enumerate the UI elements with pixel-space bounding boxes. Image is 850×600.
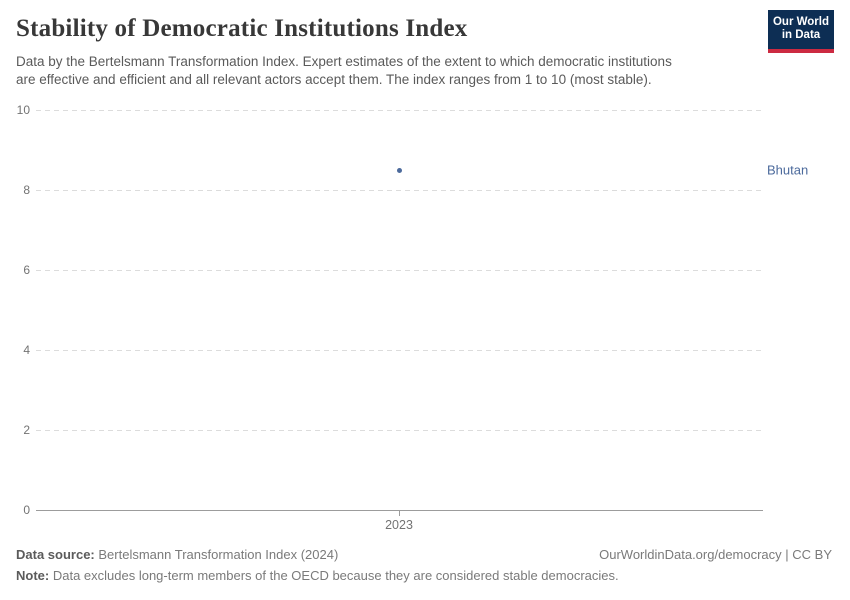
owid-logo-line-1: Our World xyxy=(772,16,829,28)
note-text: Data excludes long-term members of the O… xyxy=(52,568,619,583)
x-tick-label: 2023 xyxy=(385,518,413,532)
x-tick-mark xyxy=(399,510,400,516)
chart-footer: Data source: Bertelsmann Transformation … xyxy=(16,546,832,584)
owid-logo[interactable]: Our World in Data xyxy=(768,10,834,53)
y-gridline xyxy=(36,110,762,111)
data-source-label: Data source: xyxy=(16,547,95,562)
y-tick-label: 4 xyxy=(23,343,30,357)
page-title: Stability of Democratic Institutions Ind… xyxy=(16,15,468,42)
data-point-bhutan[interactable] xyxy=(396,167,402,173)
y-tick-label: 10 xyxy=(16,103,30,117)
footer-row-source: Data source: Bertelsmann Transformation … xyxy=(16,546,832,563)
chart-subtitle-line-2: are effective and efficient and all rele… xyxy=(16,72,652,87)
data-source-line: Data source: Bertelsmann Transformation … xyxy=(16,546,338,563)
entity-label-bhutan[interactable]: Bhutan xyxy=(767,162,809,178)
y-tick-label: 8 xyxy=(23,183,30,197)
y-tick-label: 6 xyxy=(23,263,30,277)
y-tick-label: 0 xyxy=(23,503,30,517)
note-label: Note: xyxy=(16,568,50,583)
chart-subtitle: Data by the Bertelsmann Transformation I… xyxy=(16,53,672,89)
y-tick-label: 2 xyxy=(23,423,30,437)
y-gridline xyxy=(36,270,762,271)
owid-logo-box: Our World in Data xyxy=(768,10,834,49)
y-gridline xyxy=(36,430,762,431)
chart-subtitle-line-1: Data by the Bertelsmann Transformation I… xyxy=(16,54,672,69)
footer-note-line: Note: Data excludes long-term members of… xyxy=(16,567,832,584)
owid-logo-red-bar xyxy=(768,49,834,53)
y-gridline xyxy=(36,350,762,351)
owid-logo-line-2: in Data xyxy=(781,29,821,41)
owid-cc-by-link[interactable]: OurWorldinData.org/democracy | CC BY xyxy=(599,547,832,562)
data-source-value: Bertelsmann Transformation Index (2024) xyxy=(98,547,339,562)
y-gridline xyxy=(36,190,762,191)
